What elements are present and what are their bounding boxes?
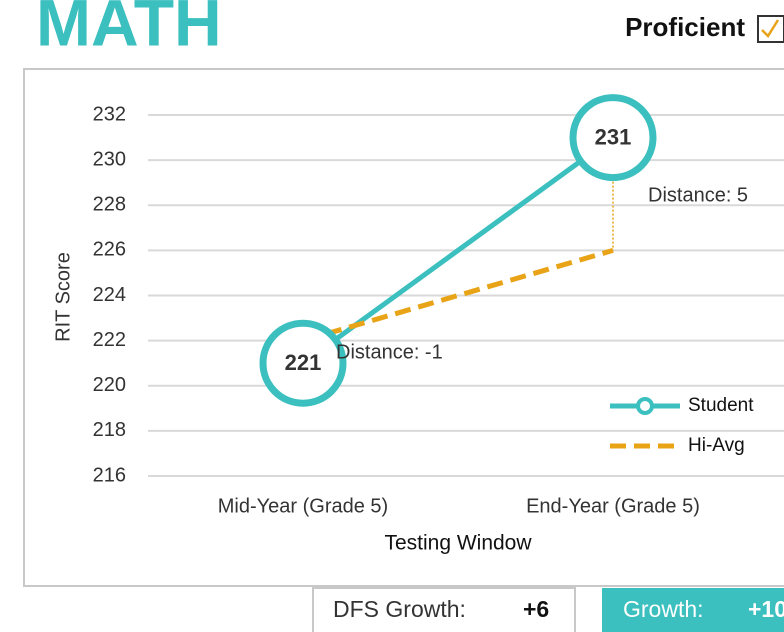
hi-avg-line [302,247,614,344]
student-marker [259,319,347,407]
y-axis-label: RIT Score [52,252,74,342]
growth-box [602,588,784,632]
y-tick-label: 216 [93,464,126,486]
x-tick-label: Mid-Year (Grade 5) [218,495,388,517]
y-tick-label: 220 [93,374,126,396]
x-tick-label: End-Year (Grade 5) [526,495,700,517]
y-tick-label: 230 [93,148,126,170]
legend-label: Hi-Avg [688,435,745,456]
growth-value: +10 [748,596,784,622]
annotation: Distance: -1 [336,341,443,363]
x-axis-label: Testing Window [384,532,532,555]
dfs-box [312,587,576,632]
dfs-value: +6 [523,596,549,622]
y-tick-label: 228 [93,194,126,216]
student-marker [569,94,657,182]
dfs-label: DFS Growth: [333,596,466,622]
y-tick-label: 224 [93,284,126,306]
legend-label: Student [688,395,754,416]
status-check [761,19,780,38]
status-checkbox [757,15,784,43]
subject-title: MATH [36,0,222,59]
growth-label: Growth: [623,596,704,622]
y-tick-label: 226 [93,239,126,261]
chart-frame [23,68,784,587]
data-label: 231 [595,124,632,149]
legend-marker [636,397,654,415]
y-tick-label: 218 [93,419,126,441]
status-label: Proficient [625,12,745,42]
y-tick-label: 232 [93,103,126,125]
y-tick-label: 222 [93,329,126,351]
annotation: Distance: 5 [648,184,748,206]
data-label: 221 [285,350,322,375]
